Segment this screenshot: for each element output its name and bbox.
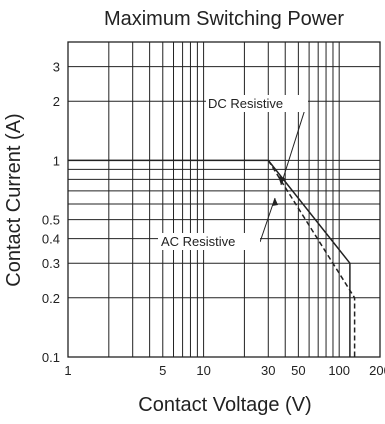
y-tick-label: 0.3 [42,256,60,271]
x-tick-label: 30 [261,363,275,378]
plot-frame [67,41,381,358]
grid-layer [68,42,380,357]
annotation-arrowhead-dc [278,176,285,185]
x-tick-label: 5 [159,363,166,378]
y-tick-label: 0.1 [42,350,60,365]
x-tick-label: 100 [328,363,350,378]
series-line-ac-resistive [267,160,356,357]
annotation-leader-dc [280,102,308,186]
chart-title: Maximum Switching Power [104,8,344,30]
annotation-arrowhead-ac [272,198,278,206]
y-tick-label: 0.2 [42,291,60,306]
ticks-layer: 1 5 10 30 50 100 200 0.1 0.2 0.3 0.4 0.5 1 2 3 [42,60,385,378]
y-tick-label: 2 [53,94,60,109]
series-line-dc-resistive [68,159,351,357]
x-tick-label: 1 [64,363,71,378]
x-tick-label: 10 [196,363,210,378]
annotation-box-dc [206,95,308,112]
y-tick-label: 0.5 [42,213,60,228]
x-axis-label: Contact Voltage (V) [138,394,311,416]
y-tick-label: 3 [53,60,60,75]
annotation-label-dc: DC Resistive [208,96,283,111]
annotation-label-ac: AC Resistive [161,234,235,249]
series-layer [68,159,356,357]
annotation-layer: DC Resistive AC Resistive [158,95,308,250]
y-axis-label: Contact Current (A) [3,113,25,286]
annotation-box-ac [158,233,260,250]
y-tick-label: 0.4 [42,232,60,247]
y-tick-label: 1 [53,153,60,168]
x-tick-label: 200 [369,363,385,378]
x-tick-label: 50 [291,363,305,378]
